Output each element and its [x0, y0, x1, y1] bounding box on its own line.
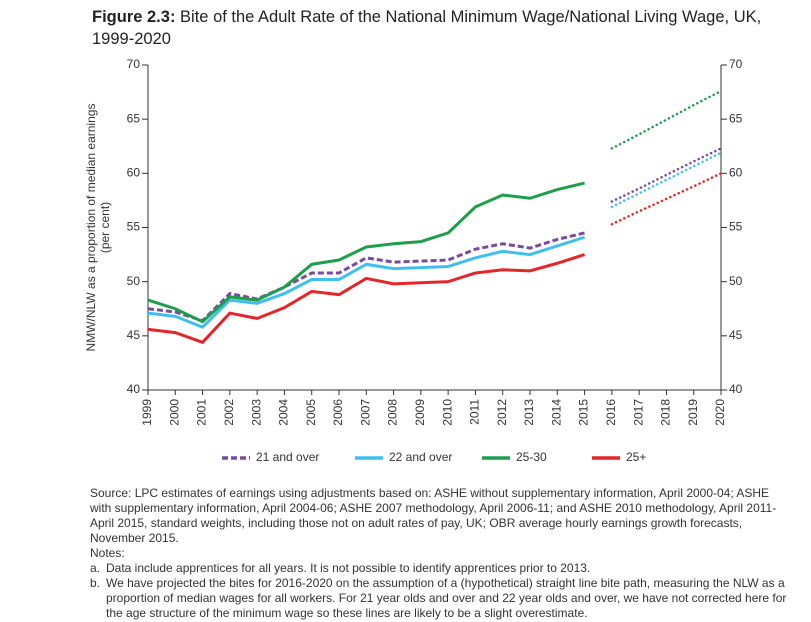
y2-tick-label: 55 [729, 220, 743, 234]
notes-heading: Notes: [90, 546, 125, 560]
x-tick-label: 2013 [522, 399, 536, 426]
series-line [147, 181, 585, 324]
note: a. Data include apprentices for all years… [90, 561, 790, 576]
legend-label: 25-30 [516, 450, 547, 464]
series-line [147, 253, 586, 345]
y2-tick-label: 70 [729, 57, 743, 71]
y-tick-label: 60 [127, 166, 141, 180]
x-tick-label: 2000 [167, 399, 181, 426]
x-tick-label: 1999 [140, 399, 154, 426]
chart-title: Bite of the Adult Rate of the National M… [92, 8, 762, 48]
y2-tick-label: 50 [729, 274, 743, 288]
x-tick-label: 2018 [659, 399, 673, 426]
series-line [147, 231, 585, 323]
x-tick-label: 2005 [304, 399, 318, 426]
y2-tick-label: 45 [729, 328, 743, 342]
note: b. We have projected the bites for 2016-2… [90, 576, 790, 621]
x-tick-label: 2006 [331, 399, 345, 426]
y2-tick-label: 60 [729, 166, 743, 180]
figure-label: Figure 2.3 [92, 8, 170, 26]
notes: Source: LPC estimates of earnings using … [90, 486, 790, 621]
y-tick-label: 50 [127, 274, 141, 288]
legend-label: 21 and over [256, 450, 319, 464]
x-tick-label: 2016 [604, 399, 618, 426]
y-axis-label: NMW/NLW as a proportion of median earnin… [84, 104, 98, 352]
y-axis-label: (per cent) [98, 202, 112, 253]
legend-label: 22 and over [389, 450, 452, 464]
projection-line [610, 147, 723, 203]
projection-line [610, 151, 723, 209]
x-tick-label: 2009 [413, 399, 427, 426]
x-tick-label: 2017 [631, 399, 645, 426]
x-tick-label: 2019 [686, 399, 700, 426]
x-tick-label: 2020 [713, 399, 727, 426]
note-text: Data include apprentices for all years. … [106, 561, 591, 575]
x-tick-label: 2007 [358, 399, 372, 426]
x-tick-label: 2015 [577, 399, 591, 426]
y-tick-label: 65 [127, 111, 141, 125]
y2-tick-label: 40 [729, 382, 743, 396]
x-tick-label: 2012 [495, 399, 509, 426]
source: Source: LPC estimates of earnings using … [90, 486, 777, 545]
y-tick-label: 40 [127, 382, 141, 396]
chart: 40 40 45 45 50 50 55 55 60 60 65 65 70 70 1999 2000 2001… [84, 57, 743, 464]
y-tick-label: 70 [127, 57, 141, 71]
note-marker: b. [90, 576, 101, 590]
x-tick-label: 2002 [222, 399, 236, 426]
x-tick-label: 2001 [195, 399, 209, 426]
x-tick-label: 2014 [549, 399, 563, 426]
x-tick-label: 2010 [440, 399, 454, 426]
x-tick-label: 2004 [277, 399, 291, 426]
projection-line [610, 172, 723, 226]
x-tick-label: 2008 [386, 399, 400, 426]
y-tick-label: 55 [127, 220, 141, 234]
note-text: We have projected the bites for 2016-202… [106, 576, 787, 620]
x-tick-label: 2011 [468, 399, 482, 425]
projection-line [610, 89, 723, 150]
y-tick-label: 45 [127, 328, 141, 342]
title-block: Figure 2.3: Bite of the Adult Rate of th… [92, 8, 762, 48]
note-marker: a. [90, 561, 101, 575]
legend-label: 25+ [626, 450, 646, 464]
series-line [147, 235, 586, 329]
y2-tick-label: 65 [729, 111, 743, 125]
x-tick-label: 2003 [249, 399, 263, 426]
